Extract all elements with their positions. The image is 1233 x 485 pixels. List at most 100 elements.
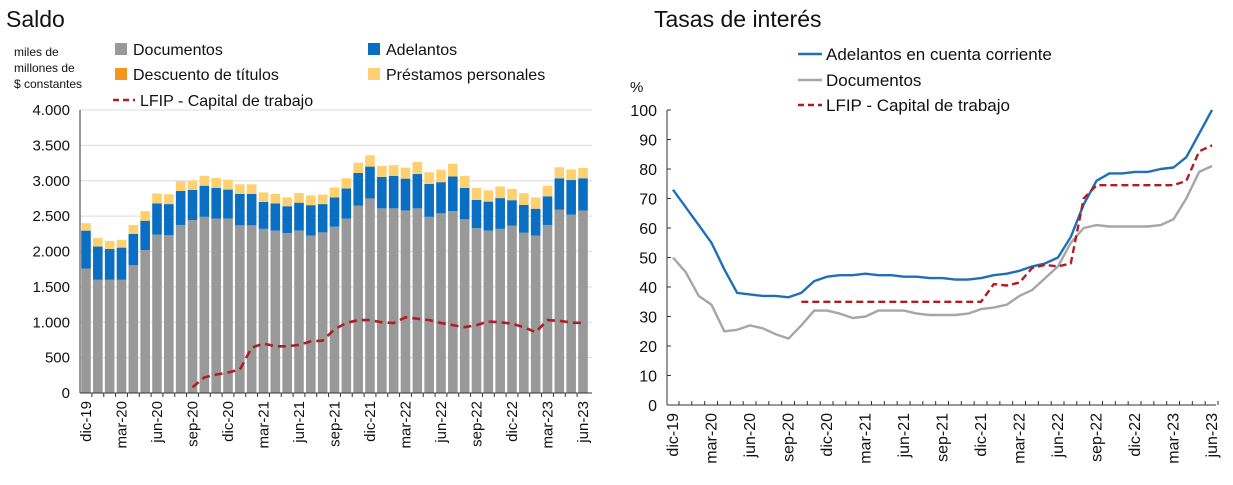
bar-prestamos-personales [116,239,127,248]
x-tick-label: dic-20 [819,413,836,457]
line-lfip-capital-de-trabajo [801,144,1213,303]
bar-adelantos [93,246,103,280]
bar-documentos [365,198,375,393]
bar-documentos [235,225,245,393]
bar-documentos [483,230,494,393]
bar-documentos [152,234,162,393]
legend-label-adelantos: Adelantos [386,42,457,59]
x-tick-label: mar-23 [540,401,557,449]
legend-swatch-prestamos-personales [368,68,380,80]
bar-adelantos [223,189,233,219]
bar-prestamos-personales [341,178,352,189]
bar-adelantos [164,204,174,236]
right-chart: 0 10 20 30 40 50 60 70 80 90 100 dic-19 mar-20 jun-20… [630,45,1221,464]
bar-adelantos [104,249,115,280]
x-tick-label: sep-21 [327,401,344,447]
bar-documentos [306,235,316,393]
bar-adelantos [459,187,470,220]
legend-swatch-descuento-de-titulos [115,68,127,80]
bar-adelantos [199,185,210,217]
bar-adelantos [341,188,352,219]
bar-prestamos-personales [282,197,292,207]
y-tick-label: 0 [62,385,70,402]
y-tick-label: 90 [639,133,657,150]
x-tick-label: dic-22 [1127,413,1144,457]
bar-prestamos-personales [412,162,423,175]
x-tick-label: jun-21 [896,413,913,459]
bar-prestamos-personales [400,167,411,179]
bar-adelantos [400,178,411,211]
bar-documentos [282,233,292,393]
bar-documentos [578,210,588,393]
bar-prestamos-personales [459,175,470,188]
x-tick-label: sep-20 [185,401,202,447]
x-tick-label: dic-22 [504,401,521,442]
bar-documentos [175,224,186,393]
bar-prestamos-personales [329,187,340,198]
bar-documentos [104,279,115,393]
bar-prestamos-personales [104,240,115,250]
bar-documentos [530,235,541,393]
legend-label-documentos: Documentos [133,42,223,59]
x-tick-label: sep-22 [469,401,486,447]
bar-prestamos-personales [578,168,588,179]
bar-adelantos [578,178,588,211]
y-tick-label: 3.000 [32,173,70,190]
bar-documentos [471,228,482,393]
left-ylabel-line1: miles de [14,45,59,59]
bar-documentos [400,210,411,393]
bar-adelantos [424,183,434,217]
bar-adelantos [81,230,91,269]
bar-prestamos-personales [199,175,210,186]
y-tick-label: 100 [630,103,657,120]
bar-prestamos-personales [507,188,517,201]
x-tick-label: dic-19 [665,413,682,457]
line-lfip-capital-de-trabajo [191,315,584,389]
y-tick-label: 10 [639,369,657,386]
y-tick-label: 1.000 [32,314,70,331]
y-tick-label: 4.000 [32,102,70,119]
bar-prestamos-personales [317,194,328,205]
x-tick-label: mar-20 [114,401,131,449]
bar-adelantos [175,191,186,225]
bar-prestamos-personales [495,186,505,199]
bar-prestamos-personales [542,185,553,197]
bar-adelantos [329,197,340,227]
bar-adelantos [211,187,221,219]
y-tick-label: 70 [639,192,657,209]
x-tick-label: dic-19 [78,401,95,442]
legend-swatch-documentos [115,43,127,55]
legend-label-descuento-de-titulos: Descuento de títulos [133,67,279,84]
bar-prestamos-personales [175,181,186,192]
x-tick-label: jun-20 [742,413,759,459]
bar-documentos [246,225,257,393]
bar-documentos [81,268,91,393]
bar-documentos [459,219,470,393]
bar-documentos [341,218,352,393]
bar-prestamos-personales [388,165,399,176]
bar-prestamos-personales [211,177,221,188]
bar-documentos [436,213,446,393]
y-tick-label: 500 [45,350,70,367]
y-tick-label: 60 [639,221,657,238]
x-tick-label: dic-20 [220,401,237,442]
bar-documentos [566,214,576,393]
bar-documentos [270,230,281,393]
left-ylabel-line3: $ constantes [14,77,82,91]
bar-adelantos [353,172,363,206]
x-tick-label: dic-21 [362,401,379,442]
bar-adelantos [519,204,529,233]
y-tick-label: 30 [639,310,657,327]
bar-documentos [448,211,458,393]
bar-adelantos [388,175,399,209]
line-adelantos-en-cuenta-corriente [672,109,1214,299]
bar-documentos [223,218,233,393]
bar-adelantos [187,189,198,221]
bar-documentos [542,224,553,393]
y-tick-label: 80 [639,162,657,179]
bar-prestamos-personales [152,193,162,204]
bar-documentos [187,220,198,393]
bar-documentos [258,228,269,393]
bar-prestamos-personales [270,193,281,204]
bar-prestamos-personales [471,187,482,200]
